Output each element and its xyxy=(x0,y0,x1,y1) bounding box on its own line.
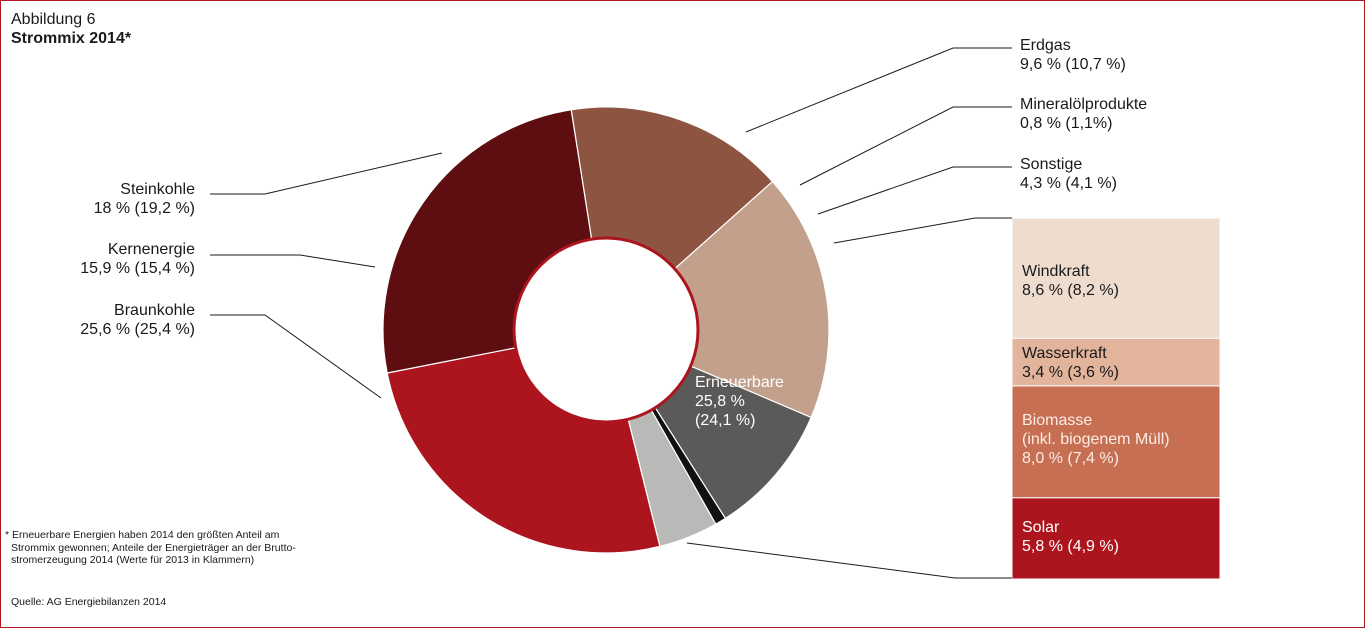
label-erneuerbare-prev: (24,1 %) xyxy=(695,412,756,429)
label-erneuerbare-value: 25,8 % xyxy=(695,393,745,410)
leader-erdgas xyxy=(745,47,1012,133)
leader-solar-bar xyxy=(686,542,1012,579)
label-mineraloel-value: 0,8 % (1,1%) xyxy=(1020,115,1113,132)
footnote-line: stromerzeugung 2014 (Werte für 2013 in K… xyxy=(11,554,255,566)
label-erdgas-value: 9,6 % (10,7 %) xyxy=(1020,56,1126,73)
label-windkraft-name: Windkraft xyxy=(1022,263,1090,280)
label-braunkohle-value: 25,6 % (25,4 %) xyxy=(80,321,195,338)
label-braunkohle: Braunkohle 25,6 % (25,4 %) xyxy=(80,301,195,339)
label-sonstige-value: 4,3 % (4,1 %) xyxy=(1020,175,1117,192)
label-erdgas-name: Erdgas xyxy=(1020,37,1071,54)
label-erneuerbare: Erneuerbare 25,8 % (24,1 %) xyxy=(695,373,784,430)
leader-kernenergie xyxy=(210,254,376,268)
pie-hole xyxy=(512,236,700,424)
label-solar-name: Solar xyxy=(1022,519,1060,536)
leader-sonstige xyxy=(817,166,1012,215)
label-kernenergie-value: 15,9 % (15,4 %) xyxy=(80,260,195,277)
label-steinkohle: Steinkohle 18 % (19,2 %) xyxy=(94,180,195,218)
label-mineraloel-name: Mineralölprodukte xyxy=(1020,96,1148,113)
breakdown-bar-windkraft xyxy=(1011,217,1221,339)
source-note: Quelle: AG Energiebilanzen 2014 xyxy=(11,596,167,608)
footnote: * Erneuerbare Energien haben 2014 den gr… xyxy=(5,529,296,567)
label-windkraft-value: 8,6 % (8,2 %) xyxy=(1022,282,1119,299)
label-erdgas: Erdgas 9,6 % (10,7 %) xyxy=(1020,36,1126,74)
label-kernenergie-name: Kernenergie xyxy=(107,241,195,258)
label-biomasse-detail: (inkl. biogenem Müll) xyxy=(1022,431,1170,448)
label-biomasse: Biomasse (inkl. biogenem Müll) 8,0 % (7,… xyxy=(1022,411,1170,468)
leader-mineraloel xyxy=(799,106,1012,186)
label-braunkohle-name: Braunkohle xyxy=(114,302,195,319)
label-kernenergie: Kernenergie 15,9 % (15,4 %) xyxy=(80,240,195,278)
label-wasserkraft: Wasserkraft 3,4 % (3,6 %) xyxy=(1022,344,1119,382)
leader-windkraft-bar xyxy=(833,217,1012,244)
label-steinkohle-value: 18 % (19,2 %) xyxy=(93,200,195,217)
figure-label: Abbildung 6 xyxy=(11,11,96,28)
label-mineraloel: Mineralölprodukte 0,8 % (1,1%) xyxy=(1020,95,1147,133)
label-solar: Solar 5,8 % (4,9 %) xyxy=(1022,518,1119,556)
footnote-line: * Erneuerbare Energien haben 2014 den gr… xyxy=(5,529,280,541)
label-sonstige: Sonstige 4,3 % (4,1 %) xyxy=(1020,155,1117,193)
leader-steinkohle xyxy=(210,152,443,195)
label-wasserkraft-value: 3,4 % (3,6 %) xyxy=(1022,364,1119,381)
label-sonstige-name: Sonstige xyxy=(1020,156,1083,173)
footnote-line: Strommix gewonnen; Anteile der Energietr… xyxy=(11,541,296,554)
label-biomasse-value: 8,0 % (7,4 %) xyxy=(1022,450,1119,467)
label-solar-value: 5,8 % (4,9 %) xyxy=(1022,538,1119,555)
label-windkraft: Windkraft 8,6 % (8,2 %) xyxy=(1022,262,1119,300)
chart-title: Strommix 2014* xyxy=(11,30,132,47)
label-wasserkraft-name: Wasserkraft xyxy=(1022,345,1107,362)
label-biomasse-name: Biomasse xyxy=(1022,412,1093,429)
label-steinkohle-name: Steinkohle xyxy=(120,181,195,198)
breakdown-bar-biomasse xyxy=(1011,385,1221,499)
breakdown-bar-solar xyxy=(1011,497,1221,580)
label-erneuerbare-name: Erneuerbare xyxy=(695,374,784,391)
leader-braunkohle xyxy=(210,314,382,399)
breakdown-bar-wasserkraft xyxy=(1011,337,1221,387)
